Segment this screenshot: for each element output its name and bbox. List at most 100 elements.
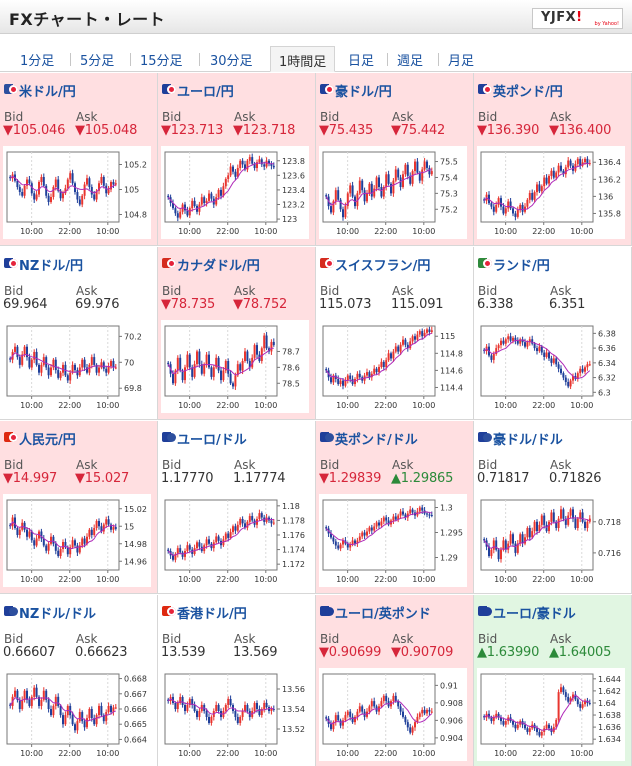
pair-tile[interactable]: 香港ドル/円 Bid Ask 13.539 13.569 13.56 13.54 13.52 1… <box>158 595 316 766</box>
pair-name[interactable]: カナダドル/円 <box>177 259 260 274</box>
candle-body <box>531 339 534 344</box>
pair-tile[interactable]: 豪ドル/ドル Bid Ask 0.71817 0.71826 0.718 0.716 10:0… <box>474 421 632 594</box>
candle-body <box>414 336 416 340</box>
pair-header[interactable]: 英ポンド/円 <box>478 81 563 100</box>
pair-tile[interactable]: 英ポンド/ドル Bid Ask ▼1.29839 ▲1.29865 1.3 1.295 1.2… <box>316 421 474 594</box>
mini-chart[interactable]: 6.38 6.36 6.34 6.32 6.3 10:00 22:00 10:00 <box>477 320 625 413</box>
pair-name[interactable]: 英ポンド/ドル <box>335 433 418 448</box>
pair-header[interactable]: 英ポンド/ドル <box>320 429 418 448</box>
candle-body <box>358 536 361 541</box>
mini-chart[interactable]: 105.2 105 104.8 10:00 22:00 10:00 <box>3 146 151 239</box>
candle-body <box>236 524 239 531</box>
yjfx-logo[interactable]: YJFX! by Yahoo! <box>532 8 623 29</box>
pair-header[interactable]: ユーロ/豪ドル <box>478 603 576 622</box>
mini-chart[interactable]: 0.718 0.716 10:00 22:00 10:00 <box>477 494 625 587</box>
tab-30min[interactable]: 30分足 <box>210 54 253 69</box>
pair-header[interactable]: ユーロ/英ポンド <box>320 603 431 622</box>
pair-name[interactable]: 英ポンド/円 <box>493 85 563 100</box>
pair-header[interactable]: 豪ドル/円 <box>320 81 392 100</box>
pair-tile[interactable]: ユーロ/ドル Bid Ask 1.17770 1.17774 1.18 1.178 1.176… <box>158 421 316 594</box>
pair-header[interactable]: ユーロ/ドル <box>162 429 247 448</box>
pair-tile[interactable]: 豪ドル/円 Bid Ask ▼75.435 ▼75.442 75.5 75.4 75.3 75.… <box>316 73 474 246</box>
x-tick-label: 10:00 <box>178 749 201 758</box>
candle-body <box>528 528 531 538</box>
pair-header[interactable]: スイスフラン/円 <box>320 255 431 274</box>
mini-chart[interactable]: 75.5 75.4 75.3 75.2 10:00 22:00 10:00 <box>319 146 467 239</box>
pair-header[interactable]: 人民元/円 <box>4 429 76 448</box>
candle-body <box>344 715 347 721</box>
candle-body <box>105 519 108 525</box>
pair-name[interactable]: ユーロ/円 <box>177 85 234 100</box>
candle-body <box>191 367 194 377</box>
pair-tile[interactable]: ランド/円 Bid Ask 6.338 6.351 6.38 6.36 6.34 6.32 6.3… <box>474 247 632 420</box>
pair-header[interactable]: NZドル/ドル <box>4 603 97 622</box>
pair-name[interactable]: ランド/円 <box>493 259 550 274</box>
pair-name[interactable]: ユーロ/豪ドル <box>493 607 576 622</box>
pair-name[interactable]: NZドル/円 <box>19 259 84 274</box>
pair-name[interactable]: スイスフラン/円 <box>335 259 431 274</box>
pair-header[interactable]: カナダドル/円 <box>162 255 260 274</box>
mini-chart[interactable]: 1.644 1.642 1.64 1.638 1.636 1.634 10:00 22:00 1… <box>477 668 625 761</box>
tab-weekly[interactable]: 週足 <box>397 54 424 69</box>
moving-average-line <box>325 169 432 206</box>
pair-name[interactable]: NZドル/ドル <box>19 607 97 622</box>
mini-chart[interactable]: 13.56 13.54 13.52 10:00 22:00 10:00 <box>161 668 309 761</box>
pair-name[interactable]: 米ドル/円 <box>19 85 76 100</box>
pair-header[interactable]: 米ドル/円 <box>4 81 76 100</box>
candle-body <box>397 515 400 520</box>
pair-tile[interactable]: NZドル/ドル Bid Ask 0.66607 0.66623 0.668 0.667 0.6… <box>0 595 158 766</box>
candle-body <box>45 185 48 196</box>
candle-body <box>181 697 184 705</box>
candle-body <box>33 687 36 697</box>
candle-body <box>516 543 519 553</box>
candle-body <box>253 163 256 169</box>
tab-daily[interactable]: 日足 <box>348 54 375 69</box>
tab-5min[interactable]: 5分足 <box>80 54 115 69</box>
tab-1min[interactable]: 1分足 <box>20 54 55 69</box>
pair-tile[interactable]: 英ポンド/円 Bid Ask ▼136.390 ▼136.400 136.4 136.2 13… <box>474 73 632 246</box>
mini-chart[interactable]: 0.668 0.667 0.666 0.665 0.664 10:00 22:00 10:00 <box>3 668 151 761</box>
pair-tile[interactable]: 人民元/円 Bid Ask ▼14.997 ▼15.027 15.02 15 14.98 14.… <box>0 421 158 594</box>
pair-header[interactable]: NZドル/円 <box>4 255 84 274</box>
pair-name[interactable]: ユーロ/英ポンド <box>335 607 431 622</box>
pair-tile[interactable]: ユーロ/豪ドル Bid Ask ▲1.63990 ▲1.64005 1.644 1.642 1… <box>474 595 632 766</box>
pair-tile[interactable]: NZドル/円 Bid Ask 69.964 69.976 70.2 70 69.8 10:00 2… <box>0 247 158 420</box>
mini-chart[interactable]: 123.8 123.6 123.4 123.2 123 10:00 22:00 10:00 <box>161 146 309 239</box>
pair-tile[interactable]: ユーロ/円 Bid Ask ▼123.713 ▼123.718 123.8 123.6 123… <box>158 73 316 246</box>
mini-chart[interactable]: 70.2 70 69.8 10:00 22:00 10:00 <box>3 320 151 413</box>
x-tick-label: 10:00 <box>494 749 517 758</box>
pair-tile[interactable]: ユーロ/英ポンド Bid Ask ▼0.90699 ▼0.90709 0.91 0.908 0… <box>316 595 474 766</box>
pair-tile[interactable]: スイスフラン/円 Bid Ask 115.073 115.091 115 114.8 114.… <box>316 247 474 420</box>
mini-chart[interactable]: 1.3 1.295 1.29 10:00 22:00 10:00 <box>319 494 467 587</box>
bid-value: ▼0.90699 <box>319 645 382 660</box>
pair-name[interactable]: ユーロ/ドル <box>177 433 247 448</box>
pair-tile[interactable]: カナダドル/円 Bid Ask ▼78.735 ▼78.752 78.7 78.6 78.5 1… <box>158 247 316 420</box>
candle-body <box>543 177 546 187</box>
tab-1hour[interactable]: 1時間足 <box>270 46 336 72</box>
candle-body <box>334 715 337 723</box>
bid-value: ▼123.713 <box>161 123 224 138</box>
mini-chart[interactable]: 0.91 0.908 0.906 0.904 10:00 22:00 10:00 <box>319 668 467 761</box>
pair-header[interactable]: 豪ドル/ドル <box>478 429 563 448</box>
mini-chart[interactable]: 15.02 15 14.98 14.96 10:00 22:00 10:00 <box>3 494 151 587</box>
pair-header[interactable]: ランド/円 <box>478 255 550 274</box>
tab-monthly[interactable]: 月足 <box>448 54 475 69</box>
tab-15min[interactable]: 15分足 <box>140 54 183 69</box>
mini-chart[interactable]: 1.18 1.178 1.176 1.174 1.172 10:00 22:00 10:00 <box>161 494 309 587</box>
mini-chart[interactable]: 78.7 78.6 78.5 10:00 22:00 10:00 <box>161 320 309 413</box>
pair-name[interactable]: 豪ドル/ドル <box>493 433 563 448</box>
mini-chart[interactable]: 115 114.8 114.6 114.4 10:00 22:00 10:00 <box>319 320 467 413</box>
pair-header[interactable]: ユーロ/円 <box>162 81 234 100</box>
au-us-flag-icon <box>478 432 492 442</box>
pair-name[interactable]: 豪ドル/円 <box>335 85 392 100</box>
moving-average-line <box>167 518 274 556</box>
candle-body <box>538 346 541 352</box>
pair-tile[interactable]: 米ドル/円 Bid Ask ▼105.046 ▼105.048 105.2 105 104.8… <box>0 73 158 246</box>
pair-name[interactable]: 香港ドル/円 <box>177 607 247 622</box>
candle-body <box>557 364 560 369</box>
pair-header[interactable]: 香港ドル/円 <box>162 603 247 622</box>
candle-body <box>504 721 507 725</box>
mini-chart[interactable]: 136.4 136.2 136 135.8 10:00 22:00 10:00 <box>477 146 625 239</box>
candle-body <box>50 367 52 376</box>
pair-name[interactable]: 人民元/円 <box>19 433 76 448</box>
